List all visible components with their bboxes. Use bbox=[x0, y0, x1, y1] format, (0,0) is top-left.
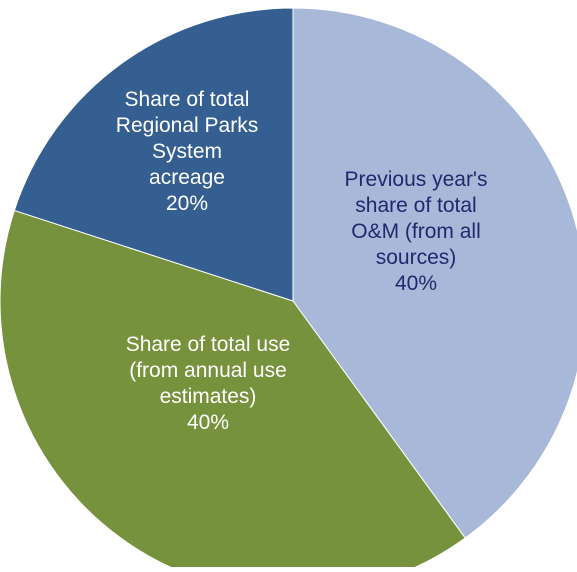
slice-label-line: (from annual use bbox=[129, 359, 287, 382]
slice-label-line: Regional Parks bbox=[116, 114, 258, 137]
slice-label-line: sources) bbox=[376, 246, 457, 269]
pie-slice-0 bbox=[292, 7, 577, 539]
slice-label-line: O&M (from all bbox=[351, 220, 481, 243]
slice-label-line: Share of total bbox=[125, 88, 250, 111]
slice-percent-label: 40% bbox=[395, 272, 437, 295]
slice-label-1: Share of total use (from annual use estima… bbox=[126, 333, 291, 434]
slice-label-2: Share of total Regional Parks System acreag… bbox=[116, 88, 258, 215]
slice-label-0: Previous year's share of total O&M (from a… bbox=[345, 168, 488, 295]
slice-label-line: Previous year's bbox=[345, 168, 488, 191]
pie-slice-2 bbox=[13, 7, 294, 302]
slice-label-line: estimates) bbox=[160, 385, 257, 408]
pie-slice-1 bbox=[0, 209, 466, 572]
slice-label-line: share of total bbox=[355, 194, 476, 217]
slice-percent-label: 20% bbox=[166, 192, 208, 215]
slice-label-line: acreage bbox=[149, 166, 225, 189]
slice-percent-label: 40% bbox=[187, 411, 229, 434]
slice-label-line: Share of total use bbox=[126, 333, 291, 356]
slice-label-line: System bbox=[152, 140, 222, 163]
